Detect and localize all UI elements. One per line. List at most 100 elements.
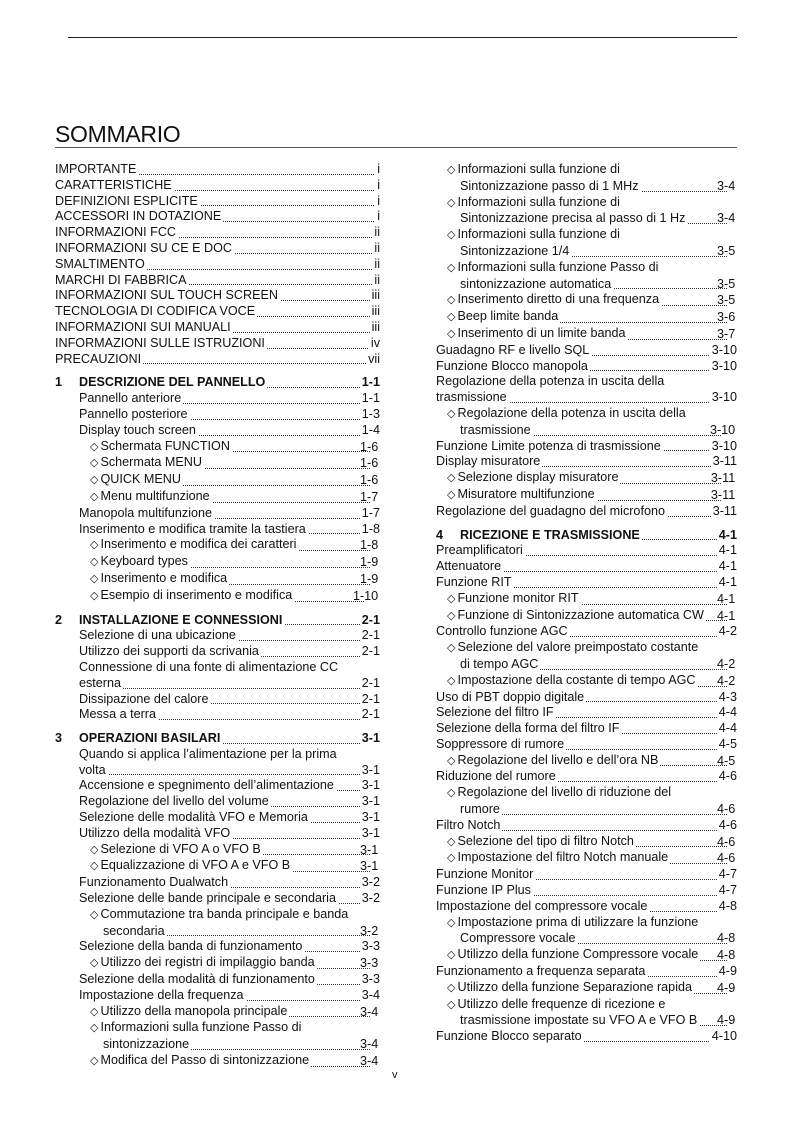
toc-entry[interactable]: Impostazione del compressore vocale 4-8 <box>436 898 737 915</box>
toc-entry[interactable]: Funzione Limite potenza di trasmissione 3… <box>436 438 737 455</box>
toc-entry[interactable]: ◇ Schermata FUNCTION 1-6 <box>90 438 380 456</box>
toc-entry[interactable]: ◇ Impostazione del filtro Notch manuale 4-… <box>447 850 737 868</box>
toc-entry[interactable]: Accensione e spegnimento dell’alimentazi… <box>79 778 380 795</box>
toc-entry[interactable]: ◇ QUICK MENU 1-6 <box>90 472 380 489</box>
toc-entry[interactable]: ◇ Equalizzazione di VFO A e VFO B 3-1 <box>90 858 380 876</box>
toc-entry[interactable]: ◇ Misuratore multifunzione 3-11 <box>447 486 737 504</box>
toc-chapter[interactable]: 1 DESCRIZIONE DEL PANNELLO 1-1 <box>55 375 380 392</box>
toc-entry[interactable]: ◇ Funzione monitor RIT 4-1 <box>447 590 737 608</box>
toc-entry[interactable]: Funzione RIT 4-1 <box>436 574 737 591</box>
toc-entry[interactable]: DEFINIZIONI ESPLICITE i <box>55 193 380 210</box>
toc-entry[interactable]: ◇ Utilizzo della funzione Compressore voc… <box>447 947 737 965</box>
toc-entry[interactable]: ◇ Keyboard types 1-9 <box>90 554 380 571</box>
toc-entry[interactable]: Connessione di una fonte di alimentazion… <box>79 659 380 692</box>
toc-entry[interactable]: Funzionamento a frequenza separata 4-9 <box>436 964 737 980</box>
toc-entry[interactable]: ◇ Schermata MENU 1-6 <box>90 455 380 473</box>
toc-entry[interactable]: Utilizzo della modalità VFO 3-1 <box>79 825 380 842</box>
toc-entry[interactable]: Display misuratore 3-11 <box>436 454 737 471</box>
toc-entry[interactable]: ◇ Esempio di inserimento e modifica 1-10 <box>90 587 380 605</box>
toc-entry[interactable]: ACCESSORI IN DOTAZIONE i <box>55 209 380 226</box>
toc-entry[interactable]: Selezione delle bande principale e secon… <box>79 891 380 907</box>
toc-entry[interactable]: ◇ Regolazione del livello e dell’ora NB 4-… <box>447 752 737 770</box>
toc-entry[interactable]: ◇ Regolazione della potenza in uscita del… <box>447 405 737 439</box>
toc-entry[interactable]: Regolazione della potenza in uscita dell… <box>436 374 737 406</box>
toc-entry[interactable]: INFORMAZIONI FCC ii <box>55 225 380 241</box>
toc-entry[interactable]: SMALTIMENTO ii <box>55 256 380 273</box>
toc-entry[interactable]: Funzionamento Dualwatch 3-2 <box>79 875 380 892</box>
toc-entry[interactable]: Pannello anteriore 1-1 <box>79 391 380 407</box>
toc-entry[interactable]: Selezione delle modalità VFO e Memoria 3-… <box>79 810 380 826</box>
toc-entry[interactable]: INFORMAZIONI SU CE E DOC ii <box>55 240 380 257</box>
toc-entry[interactable]: ◇ Selezione display misuratore 3-11 <box>447 470 737 487</box>
toc-entry[interactable]: INFORMAZIONI SULLE ISTRUZIONI iv <box>55 335 380 352</box>
toc-entry[interactable]: Messa a terra 2-1 <box>79 707 380 724</box>
toc-entry[interactable]: ◇ Selezione del valore preimpostato costa… <box>447 640 737 673</box>
toc-chapter[interactable]: 3 OPERAZIONI BASILARI 3-1 <box>55 731 380 747</box>
toc-entry[interactable]: Impostazione della frequenza 3-4 <box>79 987 380 1004</box>
toc-entry[interactable]: ◇ Informazioni sulla funzione Passo di si… <box>447 259 737 293</box>
toc-entry[interactable]: ◇ Informazioni sulla funzione di Sintoniz… <box>447 227 737 260</box>
toc-entry[interactable]: ◇ Inserimento diretto di una frequenza 3-5 <box>447 292 737 310</box>
toc-entry[interactable]: Selezione della modalità di funzionament… <box>79 972 380 988</box>
toc-entry[interactable]: ◇ Selezione di VFO A o VFO B 3-1 <box>90 841 380 859</box>
toc-entry[interactable]: Uso di PBT doppio digitale 4-3 <box>436 689 737 706</box>
toc-entry[interactable]: ◇ Informazioni sulla funzione di Sintoniz… <box>447 194 737 228</box>
toc-entry[interactable]: Regolazione del livello del volume 3-1 <box>79 794 380 811</box>
toc-chapter[interactable]: 4 RICEZIONE E TRASMISSIONE 4-1 <box>436 527 737 544</box>
toc-entry[interactable]: Funzione Blocco separato 4-10 <box>436 1029 737 1046</box>
toc-entry[interactable]: ◇ Informazioni sulla funzione Passo di si… <box>90 1020 380 1054</box>
toc-entry[interactable]: Quando si applica l’alimentazione per la… <box>79 746 380 779</box>
toc-entry-page: 4-8 <box>717 948 737 965</box>
toc-entry[interactable]: ◇ Funzione di Sintonizzazione automatica … <box>447 607 737 625</box>
toc-entry[interactable]: MARCHI DI FABBRICA ii <box>55 272 380 289</box>
toc-entry-text: Utilizzo della manopola principale <box>100 1003 288 1018</box>
toc-entry[interactable]: Selezione di una ubicazione 2-1 <box>79 628 380 645</box>
toc-entry[interactable]: ◇ Utilizzo della manopola principale 3-4 <box>90 1003 380 1021</box>
toc-entry[interactable]: ◇ Inserimento e modifica 1-9 <box>90 570 380 588</box>
toc-entry[interactable]: IMPORTANTE i <box>55 162 380 178</box>
toc-entry[interactable]: Preamplificatori 4-1 <box>436 543 737 560</box>
toc-entry[interactable]: Regolazione del guadagno del microfono 3-… <box>436 503 737 520</box>
toc-entry[interactable]: Selezione della banda di funzionamento 3-… <box>79 939 380 956</box>
toc-entry-text: ACCESSORI IN DOTAZIONE <box>55 209 222 224</box>
toc-entry[interactable]: PRECAUZIONI vii <box>55 351 380 368</box>
toc-entry[interactable]: ◇ Regolazione del livello di riduzione de… <box>447 785 737 818</box>
toc-entry[interactable]: ◇ Inserimento di un limite banda 3-7 <box>447 325 737 343</box>
toc-entry[interactable]: Inserimento e modifica tramite la tastie… <box>79 521 380 538</box>
toc-entry[interactable]: Soppressore di rumore 4-5 <box>436 736 737 753</box>
toc-entry[interactable]: Selezione del filtro IF 4-4 <box>436 705 737 722</box>
toc-entry[interactable]: ◇ Informazioni sulla funzione di Sintoniz… <box>447 162 737 195</box>
toc-entry[interactable]: ◇ Utilizzo delle frequenze di ricezione e… <box>447 996 737 1030</box>
toc-entry[interactable]: Utilizzo dei supporti da scrivania 2-1 <box>79 644 380 660</box>
toc-entry[interactable]: ◇ Modifica del Passo di sintonizzazione 3-… <box>90 1053 380 1070</box>
toc-entry[interactable]: ◇ Selezione del tipo di filtro Notch 4-6 <box>447 833 737 851</box>
toc-entry[interactable]: ◇ Commutazione tra banda principale e ban… <box>90 906 380 940</box>
toc-entry[interactable]: CARATTERISTICHE i <box>55 177 380 194</box>
toc-entry-page: i <box>375 209 380 226</box>
toc-entry-page: 1-9 <box>360 555 380 571</box>
toc-entry[interactable]: Attenuatore 4-1 <box>436 559 737 575</box>
toc-entry[interactable]: Manopola multifunzione 1-7 <box>79 505 380 522</box>
toc-entry[interactable]: ◇ Inserimento e modifica dei caratteri 1-8 <box>90 537 380 555</box>
toc-entry[interactable]: Funzione Monitor 4-7 <box>436 867 737 884</box>
toc-entry[interactable]: Selezione della forma del filtro IF 4-4 <box>436 721 737 737</box>
toc-entry[interactable]: Guadagno RF e livello SQL 3-10 <box>436 342 737 359</box>
toc-entry[interactable]: ◇ Menu multifunzione 1-7 <box>90 488 380 506</box>
toc-entry[interactable]: INFORMAZIONI SUI MANUALI iii <box>55 319 380 336</box>
toc-entry[interactable]: Funzione Blocco manopola 3-10 <box>436 358 737 375</box>
toc-entry[interactable]: ◇ Utilizzo della funzione Separazione rap… <box>447 979 737 997</box>
toc-entry[interactable]: ◇ Utilizzo dei registri di impilaggio ban… <box>90 955 380 973</box>
toc-chapter[interactable]: 2 INSTALLAZIONE E CONNESSIONI 2-1 <box>55 612 380 629</box>
toc-entry[interactable]: ◇ Beep limite banda 3-6 <box>447 309 737 326</box>
toc-entry[interactable]: Controllo funzione AGC 4-2 <box>436 624 737 641</box>
toc-entry[interactable]: Dissipazione del calore 2-1 <box>79 691 380 708</box>
toc-entry[interactable]: INFORMAZIONI SUL TOUCH SCREEN iii <box>55 288 380 305</box>
toc-entry[interactable]: Display touch screen 1-4 <box>79 422 380 439</box>
toc-entry[interactable]: Filtro Notch 4-6 <box>436 817 737 834</box>
toc-entry[interactable]: Pannello posteriore 1-3 <box>79 406 380 423</box>
toc-entry[interactable]: Riduzione del rumore 4-6 <box>436 769 737 786</box>
toc-entry[interactable]: ◇ Impostazione prima di utilizzare la fun… <box>447 914 737 948</box>
toc-entry[interactable]: TECNOLOGIA DI CODIFICA VOCE iii <box>55 304 380 320</box>
toc-entry[interactable]: Funzione IP Plus 4-7 <box>436 883 737 899</box>
toc-entry[interactable]: ◇ Impostazione della costante di tempo AG… <box>447 672 737 690</box>
